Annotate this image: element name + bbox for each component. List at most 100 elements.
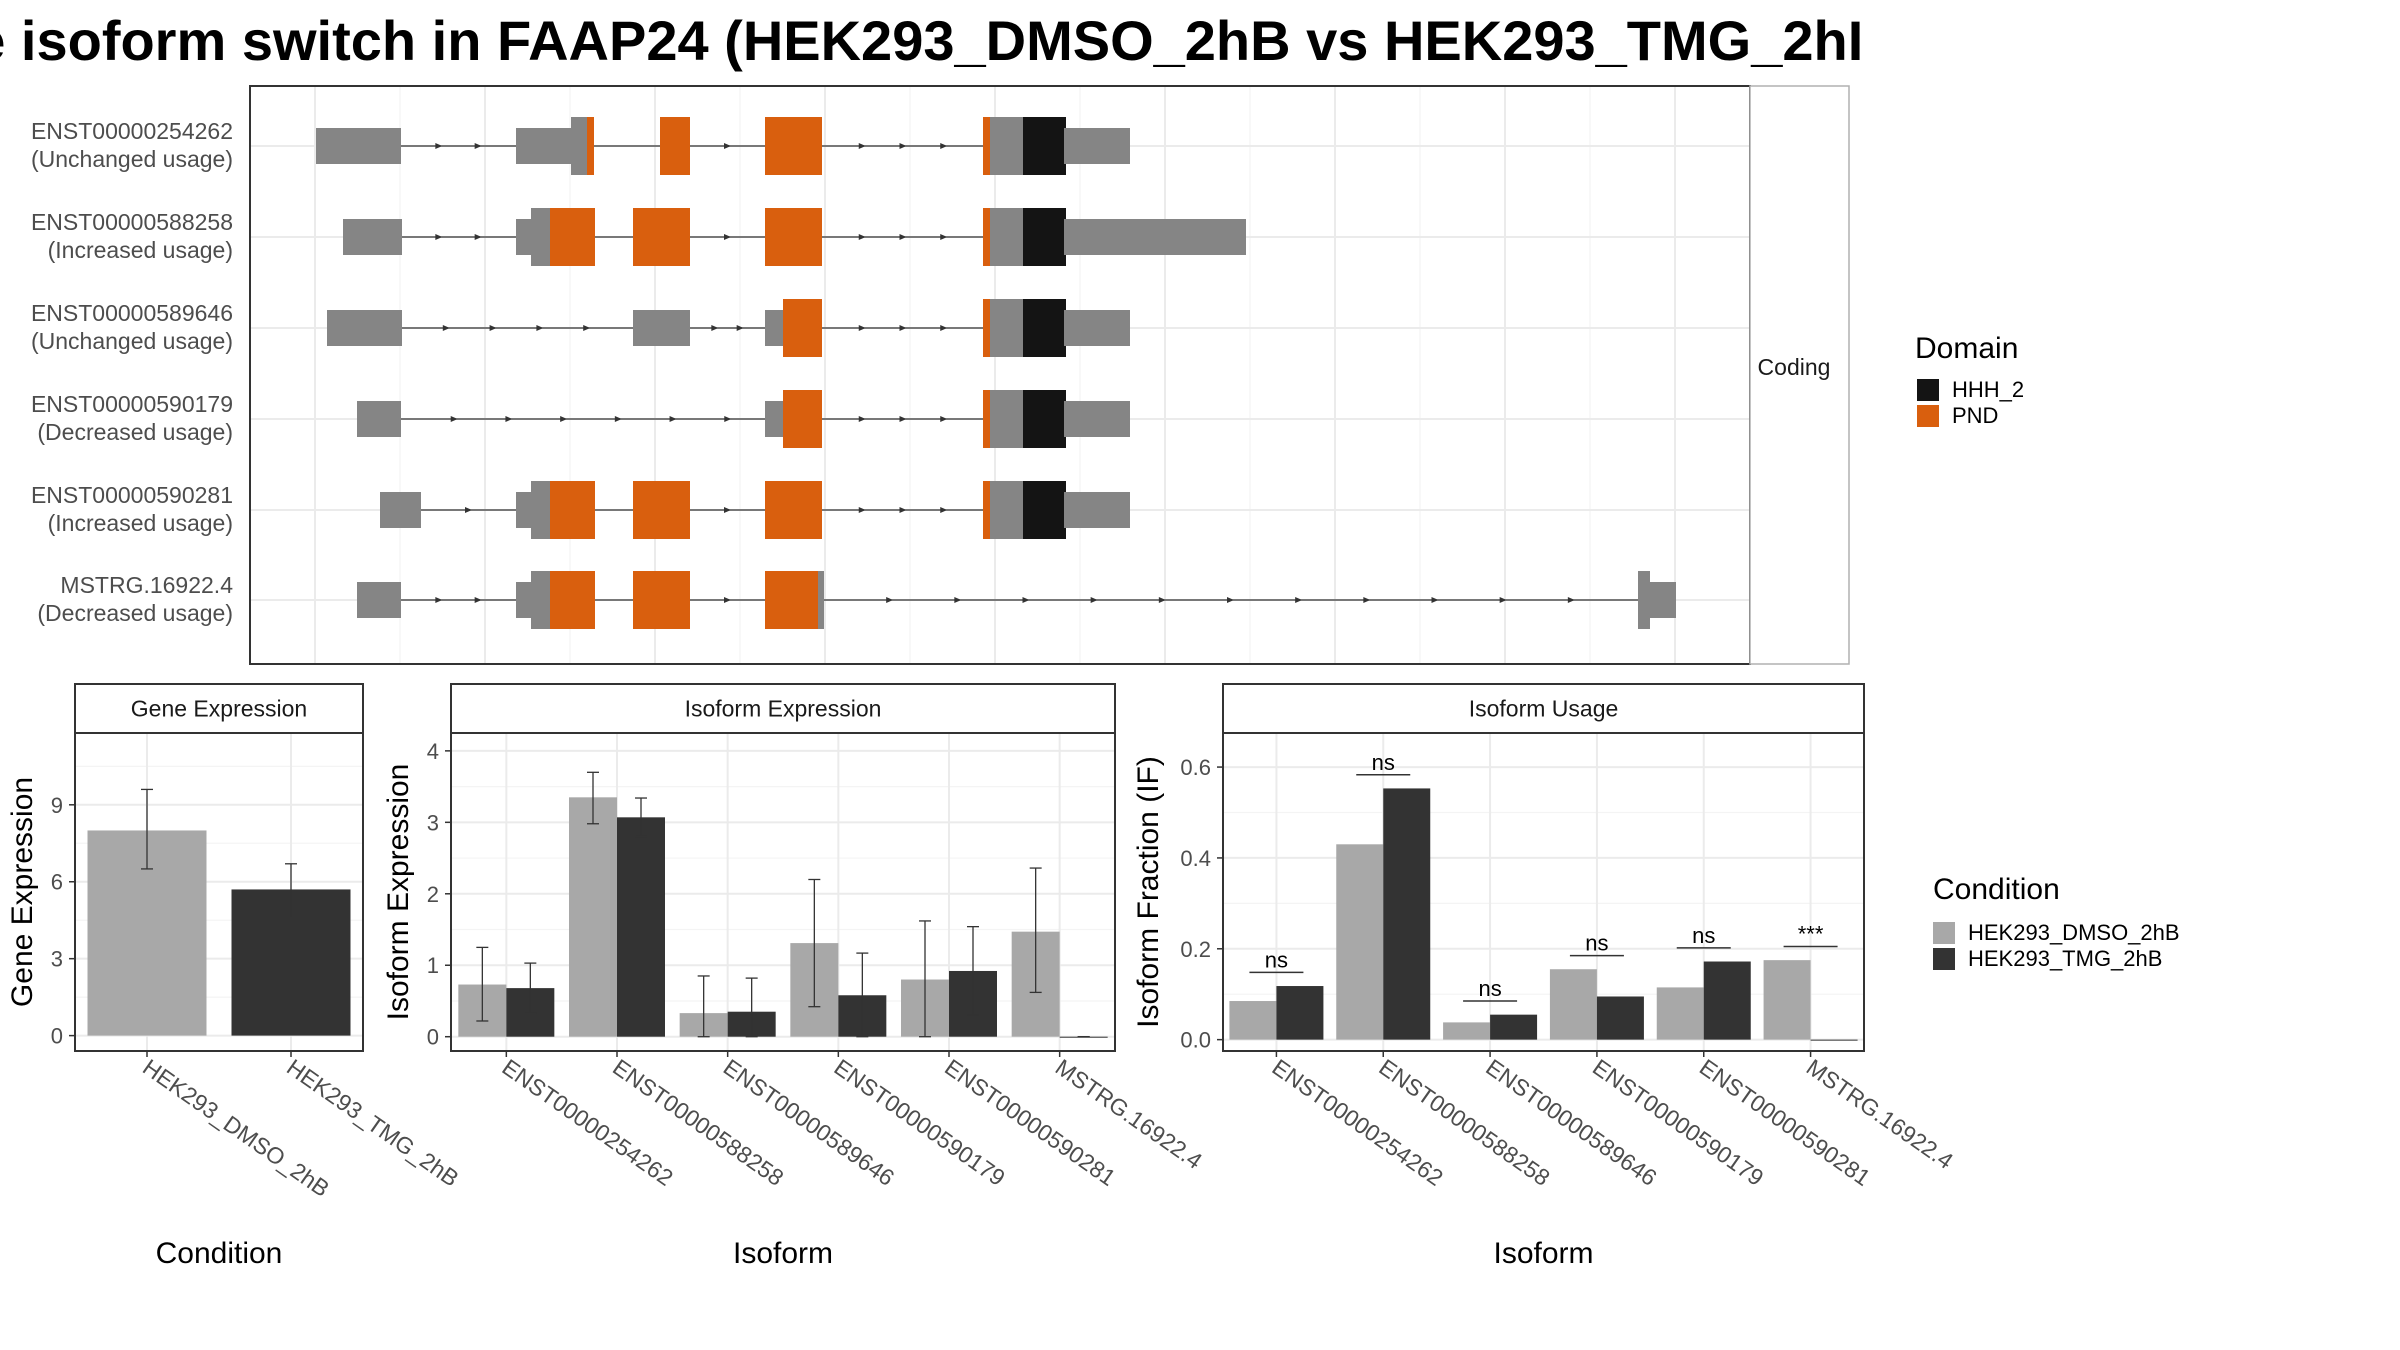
y-axis-title: Gene Expression [6, 777, 39, 1007]
intron-arrow [505, 416, 513, 422]
intron-arrow [1295, 597, 1303, 603]
intron-arrow [858, 325, 866, 331]
intron-arrow [858, 143, 866, 149]
intron-arrow [940, 325, 948, 331]
utr-exon [327, 310, 402, 346]
isoform-usage-label: (Decreased usage) [37, 419, 233, 445]
y-tick-label: 0.0 [1180, 1028, 1211, 1053]
x-tick-label: ENST00000588258 [1374, 1054, 1554, 1191]
intron-arrow [1227, 597, 1234, 603]
utr-exon [531, 481, 552, 539]
intron-arrow [899, 143, 907, 149]
bar [1763, 960, 1811, 1040]
plot-border [74, 732, 364, 1052]
structure-panel-bg [250, 86, 1750, 664]
intron-arrow [724, 416, 732, 422]
bar [1656, 987, 1704, 1040]
plot-bg [1223, 733, 1864, 1051]
x-tick-label: ENST00000590281 [1695, 1054, 1875, 1191]
intron-arrow [724, 234, 731, 240]
pnd-domain-exon [983, 299, 992, 357]
x-axis-title: Isoform [1493, 1237, 1593, 1270]
bar [1336, 844, 1384, 1040]
utr-exon [633, 310, 690, 346]
bar [1276, 986, 1324, 1040]
isoform-usage-label: (Increased usage) [48, 237, 233, 263]
y-tick-label: 0.6 [1180, 755, 1211, 780]
condition-legend-key [1933, 922, 1955, 944]
intron-arrow [724, 507, 731, 513]
utr-exon [1064, 492, 1130, 528]
y-tick-label: 0 [51, 1024, 63, 1049]
utr-exon [516, 492, 534, 528]
utr-exon [1064, 128, 1130, 164]
significance-label: ns [1372, 750, 1395, 775]
intron-arrow [442, 325, 450, 331]
intron-arrow [858, 507, 866, 513]
significance-label: *** [1798, 922, 1824, 947]
pnd-domain-exon [783, 390, 822, 448]
y-tick-label: 1 [427, 953, 439, 978]
hhh2-domain-exon [1023, 208, 1066, 266]
x-axis-title: Isoform [733, 1237, 833, 1270]
bar [1490, 1014, 1538, 1040]
intron-arrow [1022, 597, 1030, 603]
isoform-label: ENST00000590281 [31, 482, 233, 508]
panel-strip [1222, 683, 1865, 734]
hhh2-domain-exon [1023, 299, 1066, 357]
pnd-domain-exon [983, 208, 992, 266]
bar [1596, 996, 1644, 1040]
pnd-domain-exon [783, 299, 822, 357]
bar [1703, 961, 1751, 1040]
pnd-domain-exon [765, 571, 822, 629]
intron-arrow [940, 507, 948, 513]
utr-exon [765, 401, 786, 437]
domain-legend-label: PND [1952, 403, 1998, 428]
utr-exon [380, 492, 421, 528]
panel-strip-label: Isoform Usage [1469, 696, 1619, 722]
intron-arrow [614, 416, 622, 422]
significance-label: ns [1692, 923, 1715, 948]
bar [1549, 969, 1597, 1040]
condition-legend-label: HEK293_DMSO_2hB [1968, 920, 2180, 945]
utr-exon [1648, 582, 1676, 618]
utr-exon [990, 481, 1025, 539]
intron-arrow [886, 597, 894, 603]
intron-arrow [940, 234, 948, 240]
pnd-domain-exon [587, 117, 594, 175]
panel-strip-label: Isoform Expression [685, 696, 882, 722]
utr-exon [357, 401, 401, 437]
x-tick-label: ENST00000254262 [1268, 1054, 1448, 1191]
pnd-domain-exon [765, 208, 822, 266]
y-tick-label: 0.4 [1180, 846, 1211, 871]
pnd-domain-exon [983, 390, 992, 448]
utr-exon [1064, 310, 1130, 346]
y-axis-title: Isoform Expression [382, 764, 415, 1021]
pnd-domain-exon [633, 208, 690, 266]
utr-exon [516, 128, 575, 164]
domain-legend-key [1917, 379, 1939, 401]
domain-legend-label: HHH_2 [1952, 377, 2024, 402]
intron-arrow [724, 143, 731, 149]
intron-arrow [736, 325, 744, 331]
pnd-domain-exon [633, 571, 690, 629]
intron-arrow [1158, 597, 1166, 603]
utr-exon [357, 582, 401, 618]
utr-exon [516, 219, 534, 255]
intron-arrow [489, 325, 497, 331]
hhh2-domain-exon [1023, 481, 1066, 539]
intron-arrow [1363, 597, 1371, 603]
y-tick-label: 2 [427, 882, 439, 907]
pnd-domain-exon [983, 481, 992, 539]
bar [569, 797, 617, 1037]
intron-arrow [899, 507, 907, 513]
intron-arrow [435, 143, 443, 149]
utr-exon [531, 571, 552, 629]
pnd-domain-exon [765, 481, 822, 539]
y-tick-label: 6 [51, 870, 63, 895]
intron-arrow [940, 143, 948, 149]
bar [1810, 1039, 1858, 1041]
bar [1383, 788, 1431, 1040]
intron-arrow [435, 234, 443, 240]
